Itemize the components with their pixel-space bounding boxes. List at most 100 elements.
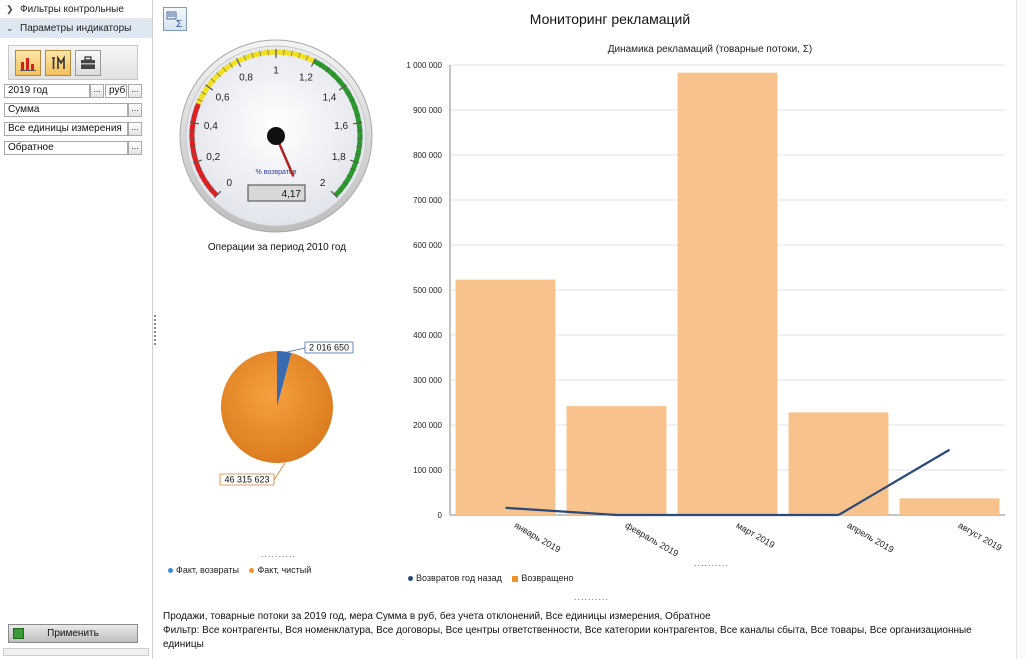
y-tick-label: 300 000 bbox=[413, 376, 442, 385]
gauge-tick bbox=[191, 153, 198, 156]
bar-legend-item-returned: Возвращено bbox=[512, 573, 573, 583]
apply-button-label: Применить bbox=[47, 628, 99, 639]
gauge-tick bbox=[310, 58, 317, 67]
gauge-tick bbox=[338, 187, 344, 192]
gauge-tick bbox=[325, 67, 330, 73]
gauge-tick bbox=[193, 159, 203, 164]
x-tick-label: февраль 2019 bbox=[624, 520, 681, 558]
line-segment-lastyear bbox=[505, 506, 617, 517]
sigma-toolbar-button[interactable]: Σ bbox=[163, 7, 187, 31]
gauge-indicator: 00,20,40,60,811,21,41,61,82 % возвратов … bbox=[179, 39, 373, 233]
units-picker-button[interactable]: ... bbox=[128, 122, 142, 136]
bar-chart-title: Динамика рекламаций (товарные потоки, Σ) bbox=[608, 44, 813, 55]
gauge-tick bbox=[210, 78, 216, 83]
pie-label-box bbox=[219, 473, 275, 486]
gauge-tick bbox=[200, 91, 207, 96]
direction-picker-button[interactable]: ... bbox=[128, 141, 142, 155]
pie-legend-item-net: Факт, чистый bbox=[249, 565, 311, 575]
gauge-tick bbox=[350, 167, 356, 171]
pie-label-leader bbox=[273, 462, 286, 481]
svg-text:Σ: Σ bbox=[176, 19, 182, 30]
y-tick-label: 600 000 bbox=[413, 241, 442, 250]
bar-returned bbox=[899, 498, 1000, 515]
pie-slice-net bbox=[221, 351, 333, 463]
gauge-tick bbox=[356, 145, 363, 148]
gauge-tick-label: 0 bbox=[227, 178, 233, 189]
currency-field[interactable]: руб bbox=[105, 84, 127, 98]
accordion-params[interactable]: ⌄ Параметры индикаторы bbox=[0, 19, 152, 38]
year-field[interactable]: 2019 год bbox=[4, 84, 90, 98]
gauge-tick bbox=[205, 84, 214, 91]
bar-legend: Возвратов год назад Возвращено bbox=[408, 573, 581, 583]
bar-returned bbox=[566, 406, 667, 515]
gauge-tick-label: 0,4 bbox=[204, 121, 218, 132]
gauge-tick bbox=[196, 167, 202, 171]
gauge-tick bbox=[331, 72, 336, 78]
gauge-tick bbox=[189, 145, 196, 148]
gauge-tick bbox=[191, 114, 198, 117]
legend-dot-icon bbox=[249, 568, 255, 574]
gauge-value-box bbox=[247, 184, 306, 202]
pie-legend-dots: .......... bbox=[261, 549, 297, 559]
y-tick-label: 200 000 bbox=[413, 421, 442, 430]
accordion-params-label: Параметры индикаторы bbox=[20, 23, 132, 34]
gauge-tick-label: 1,8 bbox=[332, 152, 346, 163]
vertical-scrollbar[interactable] bbox=[1016, 0, 1025, 659]
gauge-tick bbox=[208, 187, 214, 192]
gauge-tick bbox=[290, 50, 293, 57]
measure-field[interactable]: Сумма bbox=[4, 103, 128, 117]
currency-picker-button[interactable]: ... bbox=[128, 84, 142, 98]
briefcase-icon[interactable] bbox=[75, 50, 101, 76]
gauge-tick bbox=[222, 67, 227, 73]
gauge-zone-mid bbox=[196, 49, 316, 105]
y-tick-label: 800 000 bbox=[413, 151, 442, 160]
gauge-tick-label: 1,4 bbox=[322, 93, 336, 104]
gauge-tick bbox=[203, 181, 210, 186]
bar-axis-dots: .......... bbox=[694, 558, 730, 568]
pie-chart: 2 016 650 46 315 623 bbox=[219, 341, 354, 486]
chevron-down-icon: ⌄ bbox=[6, 23, 14, 33]
bar-chart-icon[interactable] bbox=[15, 50, 41, 76]
pie-label-box bbox=[304, 341, 354, 354]
indicator-type-toolbar bbox=[8, 45, 138, 80]
pie-legend-label-net: Факт, чистый bbox=[257, 565, 312, 575]
gauge-tick bbox=[235, 58, 242, 67]
x-tick-label: январь 2019 bbox=[513, 520, 563, 555]
gauge-unit-label: % возвратов bbox=[256, 169, 297, 176]
gauge-tick bbox=[259, 50, 262, 57]
accordion-filters[interactable]: ❯ Фильтры контрольные bbox=[0, 0, 152, 19]
gauge-tick bbox=[305, 54, 309, 61]
gauge-tick bbox=[298, 52, 301, 59]
gauge-tick bbox=[189, 121, 200, 125]
direction-field[interactable]: Обратное bbox=[4, 141, 128, 155]
bar-legend-dots: .......... bbox=[574, 592, 610, 602]
gauge-hub bbox=[267, 127, 285, 145]
apply-button[interactable]: Применить bbox=[8, 624, 138, 643]
pie-label-returns: 2 016 650 bbox=[309, 343, 349, 353]
pie-slice-returns bbox=[277, 351, 292, 407]
gauge-tick bbox=[352, 121, 363, 125]
panel-splitter[interactable] bbox=[154, 315, 156, 345]
gauge-tick bbox=[338, 84, 347, 91]
gauge-value: 4,17 bbox=[282, 189, 302, 200]
line-segment-lastyear bbox=[837, 448, 951, 516]
gauge-tick-label: 2 bbox=[320, 178, 326, 189]
gauge-tick bbox=[229, 62, 233, 68]
bar-legend-item-lastyear: Возвратов год назад bbox=[408, 573, 502, 583]
units-field[interactable]: Все единицы измерения bbox=[4, 122, 128, 136]
gauge-tick-label: 1,2 bbox=[299, 73, 313, 84]
gauge-icon[interactable] bbox=[45, 50, 71, 76]
measure-picker-button[interactable]: ... bbox=[128, 103, 142, 117]
footer-description: Продажи, товарные потоки за 2019 год, ме… bbox=[163, 611, 711, 622]
gauge-tick bbox=[197, 98, 203, 102]
y-tick-label: 400 000 bbox=[413, 331, 442, 340]
report-footer: Продажи, товарные потоки за 2019 год, ме… bbox=[163, 610, 993, 652]
bar-returned bbox=[788, 412, 889, 515]
x-tick-label: август 2019 bbox=[957, 520, 1004, 553]
year-picker-button[interactable]: ... bbox=[90, 84, 104, 98]
accordion-filters-label: Фильтры контрольные bbox=[20, 4, 124, 15]
chevron-right-icon: ❯ bbox=[6, 4, 14, 14]
horizontal-scrollbar[interactable] bbox=[3, 648, 149, 656]
gauge-tick bbox=[345, 91, 352, 96]
gauge-tick bbox=[251, 52, 254, 59]
